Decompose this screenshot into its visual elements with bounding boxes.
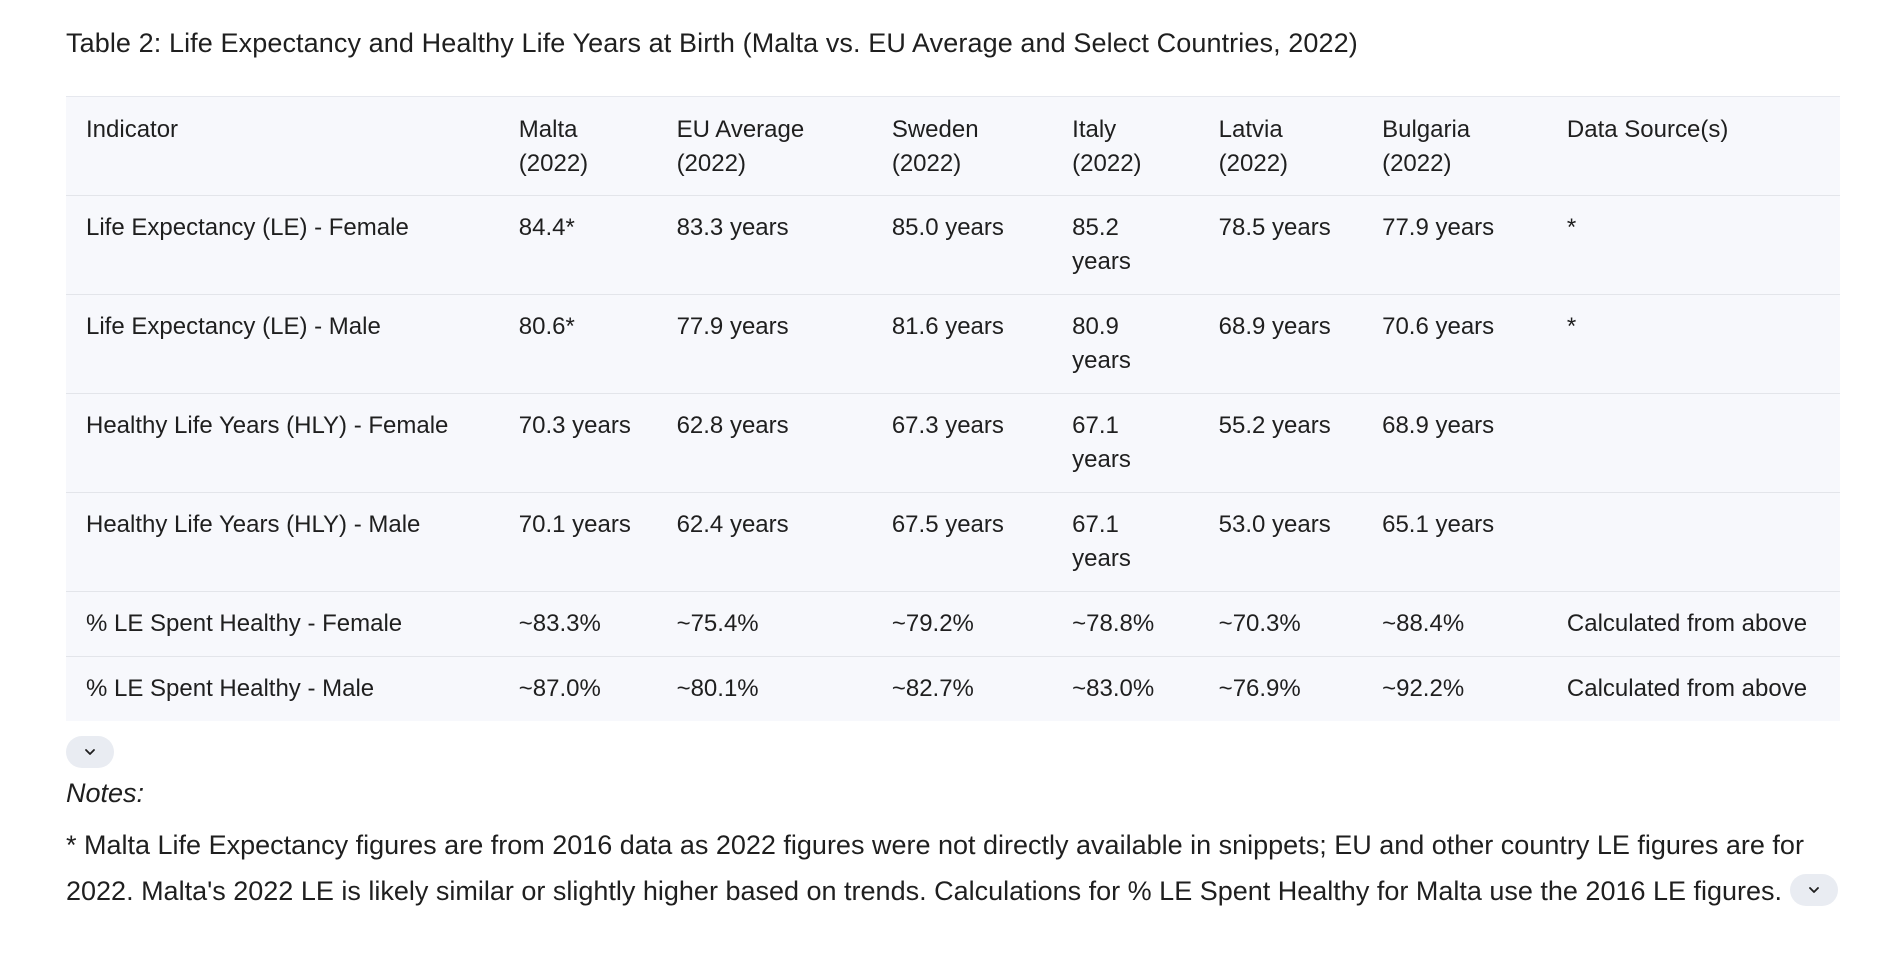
table-cell: 83.3 years (656, 195, 872, 295)
table-row: Life Expectancy (LE) - Female 84.4* 83.3 y… (66, 195, 1840, 295)
table-cell: 65.1 years (1362, 492, 1547, 592)
table-cell: 53.0 years (1198, 492, 1363, 592)
column-header-year: (2022) (518, 150, 589, 177)
column-header-label: Sweden (891, 116, 979, 143)
table-cell (1546, 492, 1840, 592)
data-table-container: Indicator Malta (2022) EU Average (2022) Swed… (66, 96, 1840, 721)
table-row: Life Expectancy (LE) - Male 80.6* 77.9 yea… (66, 294, 1840, 394)
table-cell: 62.4 years (656, 492, 872, 592)
row-indicator-cell: Life Expectancy (LE) - Male (66, 294, 499, 394)
column-header-label: Bulgaria (1382, 116, 1471, 143)
table-cell: ~70.3% (1198, 591, 1363, 657)
table-cell: Calculated from above (1566, 675, 1808, 702)
table-cell: * (1546, 195, 1840, 295)
column-header: Latvia (2022) (1198, 97, 1363, 196)
table-cell: 70.6 years (1362, 294, 1547, 394)
notes-body: * Malta Life Expectancy figures are from… (66, 822, 1840, 914)
table-cell: ~82.7% (891, 675, 974, 702)
column-header-label: Latvia (1218, 116, 1283, 143)
table-cell: ~87.0% (518, 675, 601, 702)
table-cell: 67.1 years (1052, 393, 1199, 493)
table-cell: * (1546, 294, 1840, 394)
row-indicator-cell: % LE Spent Healthy - Female (66, 591, 499, 657)
table-cell: 70.1 years (498, 492, 657, 592)
expand-notes-button[interactable] (1790, 873, 1839, 906)
table-cell: ~88.4% (1362, 591, 1547, 657)
table-cell: 81.6 years (871, 294, 1053, 394)
table-cell: 68.9 years (1362, 393, 1547, 493)
chevron-down-icon (1809, 886, 1819, 893)
table-cell: 62.8 years (656, 393, 872, 493)
column-header-label: Data Source(s) (1566, 116, 1729, 143)
table-cell: ~80.1% (676, 675, 759, 702)
chevron-down-icon (85, 749, 95, 755)
expand-table-button[interactable] (66, 736, 114, 768)
column-header-year: (2022) (676, 150, 746, 177)
table-cell: ~83.0% (1072, 675, 1155, 702)
table-cell: ~75.4% (656, 591, 872, 657)
table-cell: 77.9 years (1362, 195, 1547, 295)
column-header: Data Source(s) (1546, 97, 1840, 196)
table-cell (1546, 393, 1840, 493)
table-cell: ~92.2% (1382, 675, 1465, 702)
column-header-label: Italy (1072, 116, 1117, 143)
table-cell: 77.9 years (656, 294, 872, 394)
table-row: Healthy Life Years (HLY) - Female 70.3 ye… (66, 393, 1840, 493)
row-indicator-cell: % LE Spent Healthy - Male (86, 675, 375, 702)
table-cell: 67.1 years (1052, 492, 1199, 592)
table-cell: 80.6* (498, 294, 657, 394)
table-row: Healthy Life Years (HLY) - Male 70.1 year… (66, 492, 1840, 592)
column-header-year: (2022) (1382, 150, 1452, 177)
table-cell: 68.9 years (1198, 294, 1363, 394)
data-table: Indicator Malta (2022) EU Average (2022) Swed… (66, 97, 1840, 721)
table-row: % LE Spent Healthy - Male ~87.0% ~80.1% ~82… (66, 657, 1840, 722)
row-indicator-cell: Life Expectancy (LE) - Female (66, 195, 499, 295)
table-cell: 85.2 years (1052, 195, 1199, 295)
table-cell: 55.2 years (1198, 393, 1363, 493)
column-header: Italy (2022) (1052, 97, 1199, 196)
notes-text: * Malta Life Expectancy figures are from… (66, 830, 1804, 906)
column-header-year: (2022) (1072, 150, 1142, 177)
table-cell: ~83.3% (498, 591, 657, 657)
row-indicator-cell: Healthy Life Years (HLY) - Female (66, 393, 499, 493)
table-title: Table 2: Life Expectancy and Healthy Lif… (66, 28, 1358, 58)
column-header-year: (2022) (1218, 150, 1289, 177)
table-cell: ~76.9% (1218, 675, 1301, 702)
column-header: Malta (2022) (498, 97, 657, 196)
row-indicator-cell: Healthy Life Years (HLY) - Male (66, 492, 499, 592)
column-header: Bulgaria (2022) (1362, 97, 1547, 196)
table-cell: 67.3 years (871, 393, 1053, 493)
table-cell: 80.9 years (1052, 294, 1199, 394)
table-cell: Calculated from above (1546, 591, 1840, 657)
column-header: EU Average (2022) (656, 97, 872, 196)
table-cell: ~79.2% (871, 591, 1053, 657)
table-cell: 84.4* (498, 195, 657, 295)
column-header-year: (2022) (891, 150, 962, 177)
column-header-label: Malta (518, 116, 578, 143)
column-header: Indicator (66, 97, 499, 196)
table-header-row: Indicator Malta (2022) EU Average (2022) Swed… (66, 97, 1840, 196)
notes-label: Notes: (66, 778, 145, 808)
table-cell: ~78.8% (1052, 591, 1199, 657)
table-row: % LE Spent Healthy - Female ~83.3% ~75.4% ~… (66, 591, 1840, 657)
table-cell: 85.0 years (871, 195, 1053, 295)
table-cell: 78.5 years (1198, 195, 1363, 295)
column-header-label: EU Average (676, 116, 805, 143)
column-header: Sweden (2022) (871, 97, 1053, 196)
table-cell: 67.5 years (871, 492, 1053, 592)
column-header-label: Indicator (86, 116, 179, 143)
table-cell: 70.3 years (498, 393, 657, 493)
